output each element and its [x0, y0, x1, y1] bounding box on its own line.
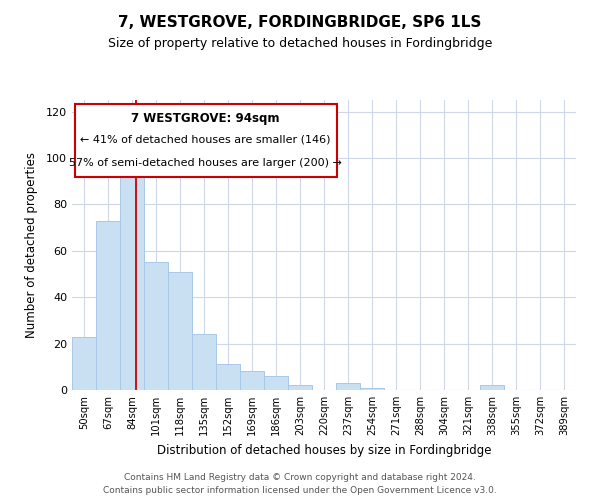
Text: Contains public sector information licensed under the Open Government Licence v3: Contains public sector information licen…	[103, 486, 497, 495]
Bar	[168, 272, 192, 390]
Bar	[216, 364, 240, 390]
X-axis label: Distribution of detached houses by size in Fordingbridge: Distribution of detached houses by size …	[157, 444, 491, 456]
Bar	[336, 383, 360, 390]
Text: Size of property relative to detached houses in Fordingbridge: Size of property relative to detached ho…	[108, 38, 492, 51]
Bar	[264, 376, 288, 390]
Bar	[96, 220, 120, 390]
Bar	[360, 388, 384, 390]
Bar	[192, 334, 216, 390]
Bar	[120, 170, 144, 390]
Text: ← 41% of detached houses are smaller (146): ← 41% of detached houses are smaller (14…	[80, 134, 331, 144]
Text: 7 WESTGROVE: 94sqm: 7 WESTGROVE: 94sqm	[131, 112, 280, 124]
Bar	[72, 336, 96, 390]
FancyBboxPatch shape	[74, 104, 337, 177]
Text: 7, WESTGROVE, FORDINGBRIDGE, SP6 1LS: 7, WESTGROVE, FORDINGBRIDGE, SP6 1LS	[118, 15, 482, 30]
Text: Contains HM Land Registry data © Crown copyright and database right 2024.: Contains HM Land Registry data © Crown c…	[124, 472, 476, 482]
Text: 57% of semi-detached houses are larger (200) →: 57% of semi-detached houses are larger (…	[69, 158, 342, 168]
Bar	[480, 386, 504, 390]
Bar	[144, 262, 168, 390]
Bar	[240, 372, 264, 390]
Bar	[288, 386, 312, 390]
Y-axis label: Number of detached properties: Number of detached properties	[25, 152, 38, 338]
